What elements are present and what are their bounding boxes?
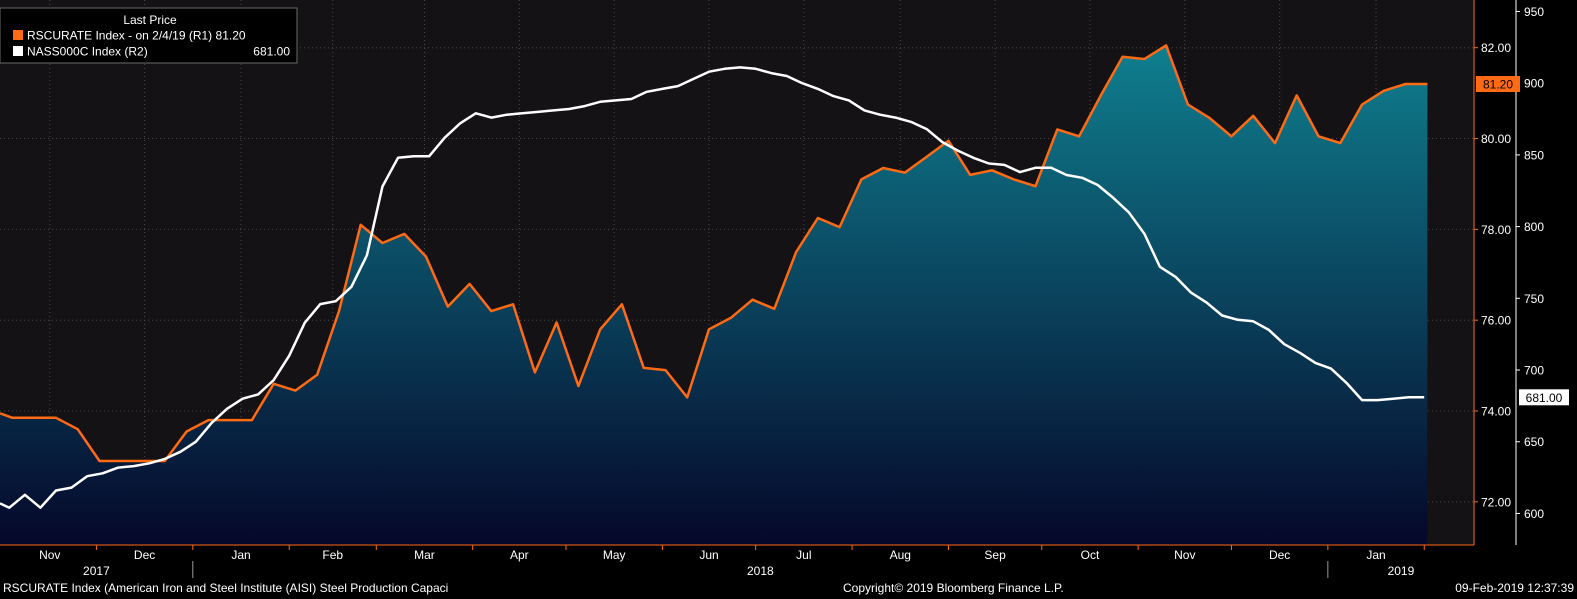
footer-timestamp: 09-Feb-2019 12:37:39 bbox=[1455, 581, 1574, 595]
r2-tick-label: 600 bbox=[1524, 507, 1544, 521]
legend: Last Price RSCURATE Index - on 2/4/19 (R… bbox=[0, 7, 298, 64]
nass-line bbox=[0, 66, 1425, 509]
footer-description: RSCURATE Index (American Iron and Steel … bbox=[3, 581, 448, 595]
x-tick-label: Dec bbox=[1269, 548, 1290, 562]
r1-tick-label: 80.00 bbox=[1481, 132, 1511, 146]
r2-tick-label: 800 bbox=[1524, 220, 1544, 234]
x-tick-label: Apr bbox=[510, 548, 529, 562]
r2-tick-label: 900 bbox=[1524, 77, 1544, 91]
legend-value-nass: 681.00 bbox=[253, 45, 290, 59]
r2-tick-label: 750 bbox=[1524, 292, 1544, 306]
x-tick-label: Aug bbox=[890, 548, 911, 562]
r1-tick-label: 76.00 bbox=[1481, 314, 1511, 328]
r1-tick-label: 74.00 bbox=[1481, 405, 1511, 419]
rscurate-area-layer bbox=[0, 45, 1428, 546]
legend-label-rscurate: RSCURATE Index - on 2/4/19 (R1) 81.20 bbox=[27, 29, 246, 43]
x-year-label: 2019 bbox=[1388, 564, 1415, 578]
legend-header: Last Price bbox=[123, 13, 177, 27]
legend-box bbox=[0, 7, 298, 64]
x-tick-label: Dec bbox=[134, 548, 155, 562]
r2-tick-label: 650 bbox=[1524, 435, 1544, 449]
r1-tick-label: 72.00 bbox=[1481, 495, 1511, 509]
x-tick-label: Jun bbox=[699, 548, 718, 562]
footer-copyright: Copyright© 2019 Bloomberg Finance L.P. bbox=[843, 581, 1064, 595]
r2-tick-label: 700 bbox=[1524, 364, 1544, 378]
x-year-label: 2018 bbox=[747, 564, 774, 578]
r2-axis-ticks: 600 650 700 750 800 850 900 950 bbox=[1515, 0, 1544, 545]
x-tick-label: Jan bbox=[231, 548, 250, 562]
x-tick-label: Mar bbox=[414, 548, 435, 562]
x-axis-ticks: Nov Dec Jan Feb Mar Apr May Jun Jul Aug Sep Oct Nov D… bbox=[39, 545, 1425, 578]
rscurate-area bbox=[0, 45, 1428, 546]
r1-tick-label: 82.00 bbox=[1481, 41, 1511, 55]
r2-tick-label: 950 bbox=[1524, 5, 1544, 19]
r1-axis-ticks: 72.00 74.00 76.00 78.00 80.00 82.00 bbox=[1474, 41, 1511, 509]
legend-swatch-nass bbox=[13, 46, 23, 56]
x-tick-label: Sep bbox=[984, 548, 1006, 562]
series-lines-layer bbox=[0, 44, 1428, 509]
legend-swatch-rscurate bbox=[13, 30, 23, 40]
x-tick-label: Nov bbox=[39, 548, 60, 562]
rscurate-line bbox=[0, 44, 1428, 463]
r1-tick-label: 78.00 bbox=[1481, 223, 1511, 237]
r2-last-value-text: 681.00 bbox=[1526, 391, 1563, 405]
x-year-label: 2017 bbox=[83, 564, 110, 578]
x-tick-label: Oct bbox=[1081, 548, 1100, 562]
r2-tick-label: 850 bbox=[1524, 148, 1544, 162]
r2-last-value-tag: 681.00 bbox=[1519, 389, 1569, 406]
x-tick-label: Jul bbox=[796, 548, 811, 562]
footer: RSCURATE Index (American Iron and Steel … bbox=[3, 581, 1574, 595]
x-tick-label: Feb bbox=[322, 548, 343, 562]
x-tick-label: Nov bbox=[1174, 548, 1195, 562]
x-tick-label: May bbox=[603, 548, 626, 562]
r1-last-value-tag: 81.20 bbox=[1476, 76, 1520, 92]
r1-last-value-text: 81.20 bbox=[1483, 78, 1513, 92]
x-tick-label: Jan bbox=[1366, 548, 1385, 562]
legend-label-nass: NASS000C Index (R2) bbox=[27, 45, 148, 59]
